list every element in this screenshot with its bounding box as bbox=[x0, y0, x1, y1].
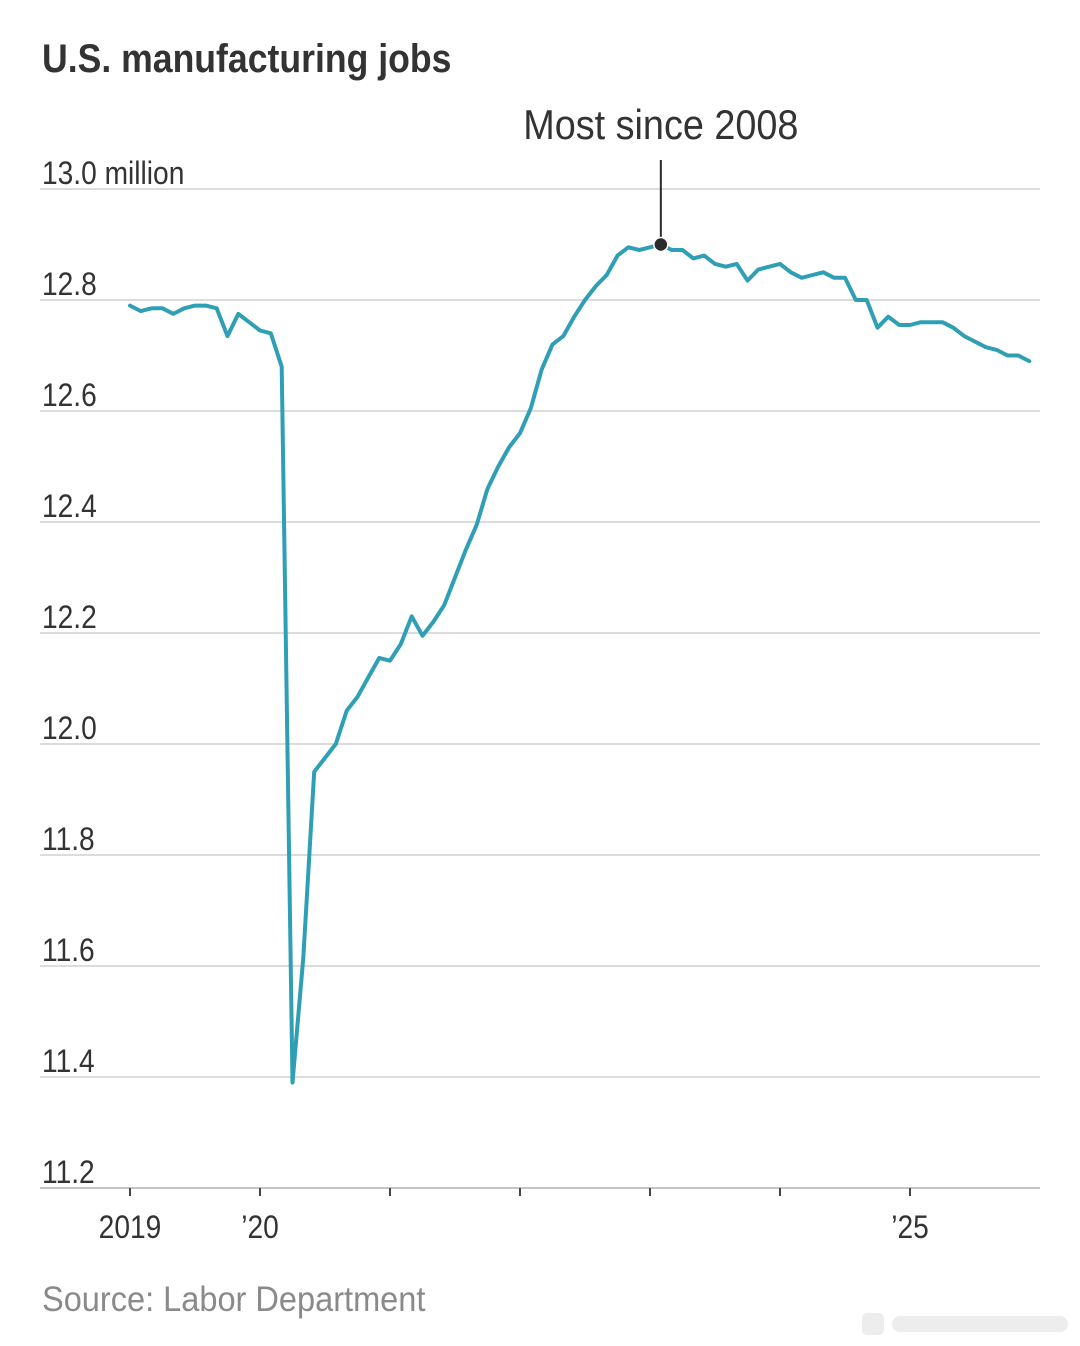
watermark-icon bbox=[862, 1313, 884, 1335]
x-tick-label: ’25 bbox=[891, 1210, 929, 1245]
y-tick-label: 12.0 bbox=[42, 711, 97, 746]
y-tick: 11.4 bbox=[42, 1044, 95, 1079]
source-group: Source: Labor Department bbox=[42, 1280, 426, 1319]
y-tick: 11.6 bbox=[42, 933, 95, 968]
y-tick: 12.2 bbox=[42, 600, 97, 635]
chart-title: U.S. manufacturing jobs bbox=[42, 37, 451, 81]
source-note: Source: Labor Department bbox=[42, 1280, 426, 1319]
annotation-marker bbox=[653, 236, 669, 253]
series-line bbox=[128, 242, 1032, 1085]
x-tick: ’25 bbox=[891, 1210, 929, 1245]
annotations: Most since 2008 bbox=[523, 102, 798, 253]
x-axis: 2019 ’20 ’25 bbox=[99, 1188, 929, 1245]
y-tick-label: 13.0 million bbox=[42, 156, 184, 191]
watermark-blur bbox=[892, 1316, 1068, 1332]
y-axis-labels: 13.0 million 12.8 12.6 12.4 12.2 12.0 11.8 11.6… bbox=[42, 156, 184, 1190]
y-tick: 11.2 bbox=[42, 1155, 95, 1190]
y-tick-label: 11.6 bbox=[42, 933, 95, 968]
y-tick: 11.8 bbox=[42, 822, 95, 857]
x-tick-label: ’20 bbox=[241, 1210, 279, 1245]
chart-title-group: U.S. manufacturing jobs bbox=[42, 37, 451, 81]
y-tick-label: 12.4 bbox=[42, 489, 97, 524]
y-tick-label: 11.2 bbox=[42, 1155, 95, 1190]
watermark bbox=[862, 1313, 1068, 1335]
y-tick: 13.0 million bbox=[42, 156, 184, 191]
y-tick: 12.0 bbox=[42, 711, 97, 746]
y-tick: 12.4 bbox=[42, 489, 97, 524]
y-tick-label: 12.6 bbox=[42, 378, 97, 413]
x-tick: ’20 bbox=[241, 1210, 279, 1245]
y-tick-label: 12.2 bbox=[42, 600, 97, 635]
y-tick-label: 11.8 bbox=[42, 822, 95, 857]
x-tick-label: 2019 bbox=[99, 1210, 162, 1245]
series-group bbox=[128, 242, 1032, 1085]
y-tick-label: 12.8 bbox=[42, 267, 97, 302]
x-tick: 2019 bbox=[99, 1210, 162, 1245]
y-tick-label: 11.4 bbox=[42, 1044, 95, 1079]
y-tick: 12.8 bbox=[42, 267, 97, 302]
annotation-label: Most since 2008 bbox=[523, 102, 798, 148]
gridlines bbox=[40, 188, 1040, 1189]
annotation: Most since 2008 bbox=[523, 102, 798, 148]
y-tick: 12.6 bbox=[42, 378, 97, 413]
